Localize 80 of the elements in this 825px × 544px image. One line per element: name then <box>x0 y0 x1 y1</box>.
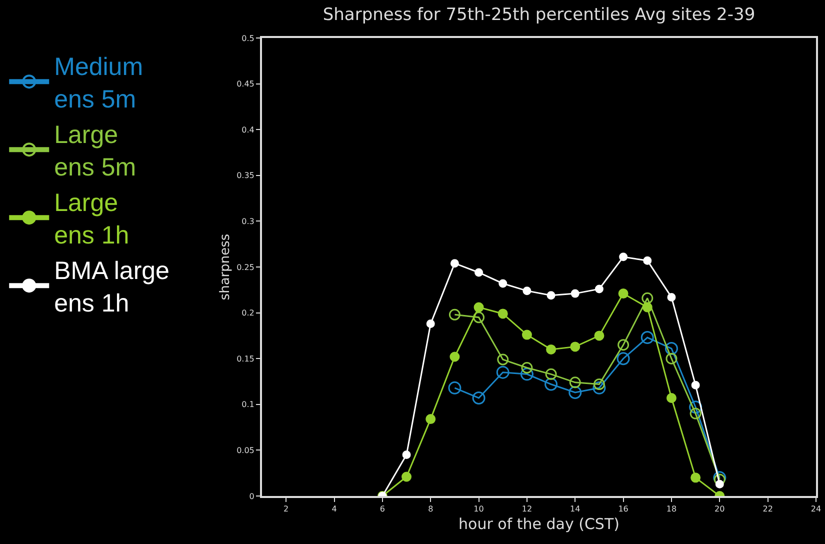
point <box>667 292 676 302</box>
point <box>498 308 508 319</box>
y-tick-label: 0.15 <box>236 354 254 364</box>
point <box>592 381 606 394</box>
y-tick-label: 0.3 <box>242 217 254 226</box>
point <box>426 320 435 328</box>
point <box>520 368 534 381</box>
point <box>474 302 484 312</box>
x-tick-label: 14 <box>570 504 580 514</box>
x-tick-label: 8 <box>428 504 434 514</box>
point <box>569 376 581 388</box>
y-tick-label: 0.45 <box>236 80 254 89</box>
y-tick-label: 0.5 <box>242 34 254 43</box>
point <box>640 331 654 344</box>
point <box>448 381 462 394</box>
point <box>474 268 484 277</box>
x-tick-label: 6 <box>380 504 385 514</box>
point <box>426 414 436 424</box>
point <box>689 400 702 414</box>
point <box>545 368 557 380</box>
point <box>618 339 630 351</box>
point <box>691 380 700 390</box>
point <box>714 474 726 486</box>
y-axis-title: sharpness <box>218 234 234 300</box>
point <box>643 256 652 265</box>
point <box>616 352 630 366</box>
x-tick-label: 2 <box>284 504 289 514</box>
legend-label: BMA large ens 1h <box>54 257 170 318</box>
point <box>497 354 509 366</box>
x-tick-label: 18 <box>666 504 677 514</box>
y-tick-label: 0.05 <box>236 446 254 455</box>
legend-label: Large ens 5m <box>54 121 136 182</box>
point <box>544 378 558 391</box>
x-tick-label: 22 <box>762 504 773 514</box>
point <box>715 480 724 488</box>
legend-label: Medium ens 5m <box>54 53 144 114</box>
point <box>472 391 486 404</box>
point <box>594 330 604 341</box>
point <box>666 352 678 364</box>
point <box>498 279 508 288</box>
point <box>642 292 654 304</box>
point <box>546 344 556 354</box>
point <box>618 288 628 299</box>
y-tick-label: 0.1 <box>242 400 254 410</box>
point <box>570 289 580 298</box>
point <box>448 308 460 320</box>
point <box>402 472 412 482</box>
y-tick-label: 0 <box>249 492 254 501</box>
point <box>473 312 485 324</box>
y-tick-label: 0.25 <box>236 262 254 272</box>
point <box>521 362 533 374</box>
point <box>450 352 460 362</box>
point <box>450 259 459 268</box>
point <box>568 386 582 399</box>
point <box>402 450 411 460</box>
legend-label: Large ens 1h <box>54 189 130 250</box>
y-tick-label: 0.35 <box>236 171 254 180</box>
x-axis-title: hour of the day (CST) <box>458 515 620 534</box>
y-tick-label: 0.2 <box>242 308 254 318</box>
point <box>522 286 532 296</box>
x-tick-label: 10 <box>474 504 484 514</box>
chart-title: Sharpness for 75th-25th percentiles Avg sites 2-39 <box>322 5 756 26</box>
point <box>593 378 605 390</box>
point <box>664 342 678 356</box>
point <box>642 302 652 312</box>
y-tick-label: 0.4 <box>242 125 254 134</box>
point <box>619 252 628 262</box>
x-tick-label: 20 <box>714 504 725 514</box>
point <box>546 291 556 300</box>
x-tick-label: 12 <box>522 504 532 514</box>
point <box>570 342 580 352</box>
point <box>496 366 510 379</box>
x-tick-label: 24 <box>810 504 822 514</box>
point <box>666 392 676 403</box>
point <box>522 330 532 340</box>
x-tick-label: 16 <box>618 504 628 514</box>
point <box>594 284 604 294</box>
point <box>690 408 702 420</box>
x-tick-label: 4 <box>332 504 337 514</box>
point <box>690 472 701 483</box>
